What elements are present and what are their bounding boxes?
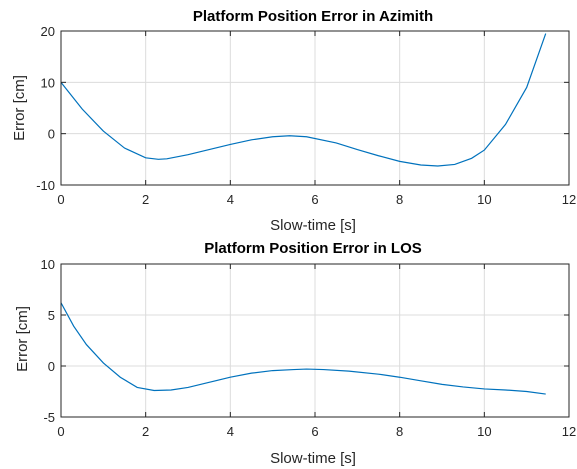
los-y-tick-label: 0 xyxy=(48,359,55,374)
azimuth-y-axis-label: Error [cm] xyxy=(11,75,28,141)
azimuth-x-tick-label: 2 xyxy=(142,192,149,207)
los-x-axis-label: Slow-time [s] xyxy=(270,450,356,467)
los-error-series-line xyxy=(60,302,546,395)
azimuth-plot-title: Platform Position Error in Azimith xyxy=(193,8,433,25)
los-x-tick-label: 6 xyxy=(311,424,318,439)
azimuth-error-series-line xyxy=(60,33,547,167)
los-y-axis-label: Error [cm] xyxy=(14,306,31,372)
los-error-plot: Platform Position Error in LOS Slow-time… xyxy=(14,240,576,467)
azimuth-y-tick-label: 10 xyxy=(41,75,55,90)
azimuth-y-tick-label: 20 xyxy=(41,24,55,39)
los-plot-title: Platform Position Error in LOS xyxy=(204,240,422,257)
azimuth-x-tick-label: 4 xyxy=(227,192,234,207)
azimuth-y-tick-label: -10 xyxy=(36,178,55,193)
azimuth-x-tick-label: 8 xyxy=(396,192,403,207)
los-x-tick-label: 10 xyxy=(477,424,491,439)
azimuth-x-tick-label: 6 xyxy=(311,192,318,207)
los-y-tick-label: 10 xyxy=(41,257,55,272)
azimuth-x-tick-label: 12 xyxy=(562,192,576,207)
azimuth-y-tick-label: 0 xyxy=(48,127,55,142)
los-x-tick-label: 8 xyxy=(396,424,403,439)
los-y-tick-label: -5 xyxy=(43,410,55,425)
azimuth-error-plot: Platform Position Error in Azimith Slow-… xyxy=(11,8,576,234)
los-y-tick-label: 5 xyxy=(48,308,55,323)
los-x-tick-label: 0 xyxy=(57,424,64,439)
los-x-tick-label: 4 xyxy=(227,424,234,439)
azimuth-x-axis-label: Slow-time [s] xyxy=(270,217,356,234)
azimuth-x-tick-label: 10 xyxy=(477,192,491,207)
los-x-tick-label: 2 xyxy=(142,424,149,439)
azimuth-x-tick-label: 0 xyxy=(57,192,64,207)
los-x-tick-label: 12 xyxy=(562,424,576,439)
